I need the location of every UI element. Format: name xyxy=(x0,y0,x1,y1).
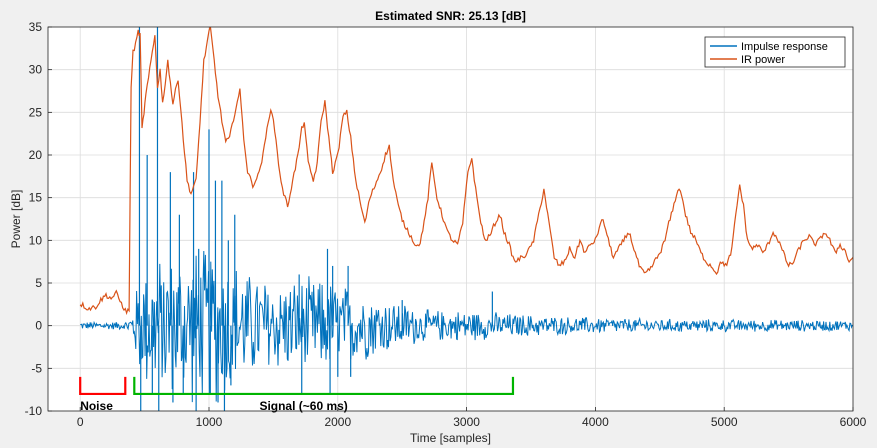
y-tick-label: -5 xyxy=(31,361,42,375)
ticks: 0 1000 2000 3000 4000 5000 6000 -10 -5 0 5 10 15 20 25… xyxy=(25,20,867,429)
legend: Impulse response IR power xyxy=(704,36,846,68)
y-tick-label: 35 xyxy=(29,20,43,34)
y-tick-label: 10 xyxy=(29,233,43,247)
x-tick-label: 3000 xyxy=(453,415,480,429)
y-tick-label: 20 xyxy=(29,148,43,162)
x-tick-label: 6000 xyxy=(840,415,867,429)
x-tick-label: 2000 xyxy=(324,415,351,429)
y-tick-label: 25 xyxy=(29,105,43,119)
chart-title: Estimated SNR: 25.13 [dB] xyxy=(375,9,526,23)
series-impulse-response xyxy=(80,250,853,403)
signal-bracket xyxy=(133,376,515,396)
noise-bracket xyxy=(79,376,127,396)
x-tick-label: 1000 xyxy=(196,415,223,429)
y-tick-label: 30 xyxy=(29,63,43,77)
signal-label: Signal (~60 ms) xyxy=(259,399,347,413)
x-tick-label: 5000 xyxy=(711,415,738,429)
y-axis-label: Power [dB] xyxy=(9,190,23,249)
legend-label-power: IR power xyxy=(741,54,785,66)
y-tick-label: 5 xyxy=(35,276,42,290)
series-layer xyxy=(79,27,853,411)
plot-area xyxy=(48,27,853,411)
noise-label: Noise xyxy=(80,399,113,413)
y-tick-label: -10 xyxy=(25,404,43,418)
y-tick-label: 15 xyxy=(29,191,43,205)
y-tick-label: 0 xyxy=(35,319,42,333)
x-axis-label: Time [samples] xyxy=(410,431,491,445)
x-tick-label: 0 xyxy=(77,415,84,429)
series-ir-power xyxy=(79,27,853,316)
x-tick-label: 4000 xyxy=(582,415,609,429)
legend-label-impulse: Impulse response xyxy=(741,41,828,53)
legend-box xyxy=(704,36,846,68)
plot-frame xyxy=(47,26,854,412)
annotations: Noise Signal (~60 ms) xyxy=(79,376,515,413)
